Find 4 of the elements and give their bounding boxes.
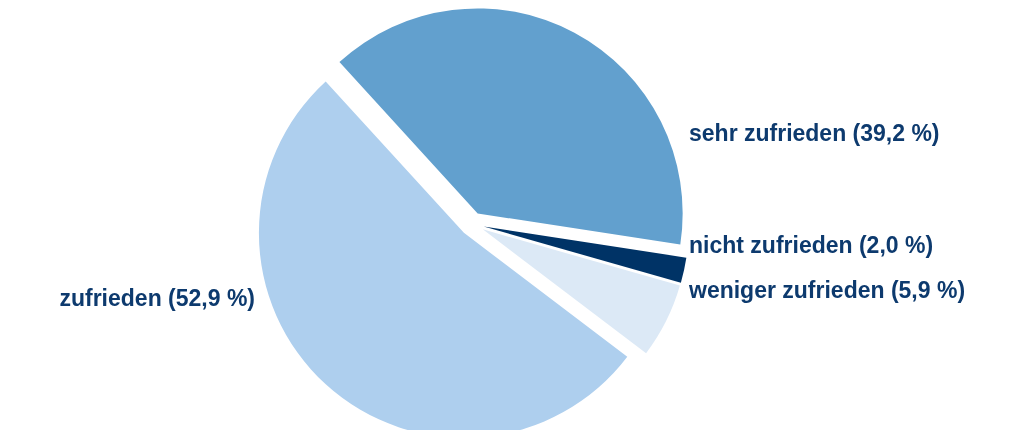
slice-label: nicht zufrieden (2,0 %) [689, 231, 934, 258]
slice-label: zufrieden (52,9 %) [59, 285, 255, 312]
slice-label: sehr zufrieden (39,2 %) [689, 119, 940, 146]
slice-label: weniger zufrieden (5,9 %) [688, 276, 966, 303]
